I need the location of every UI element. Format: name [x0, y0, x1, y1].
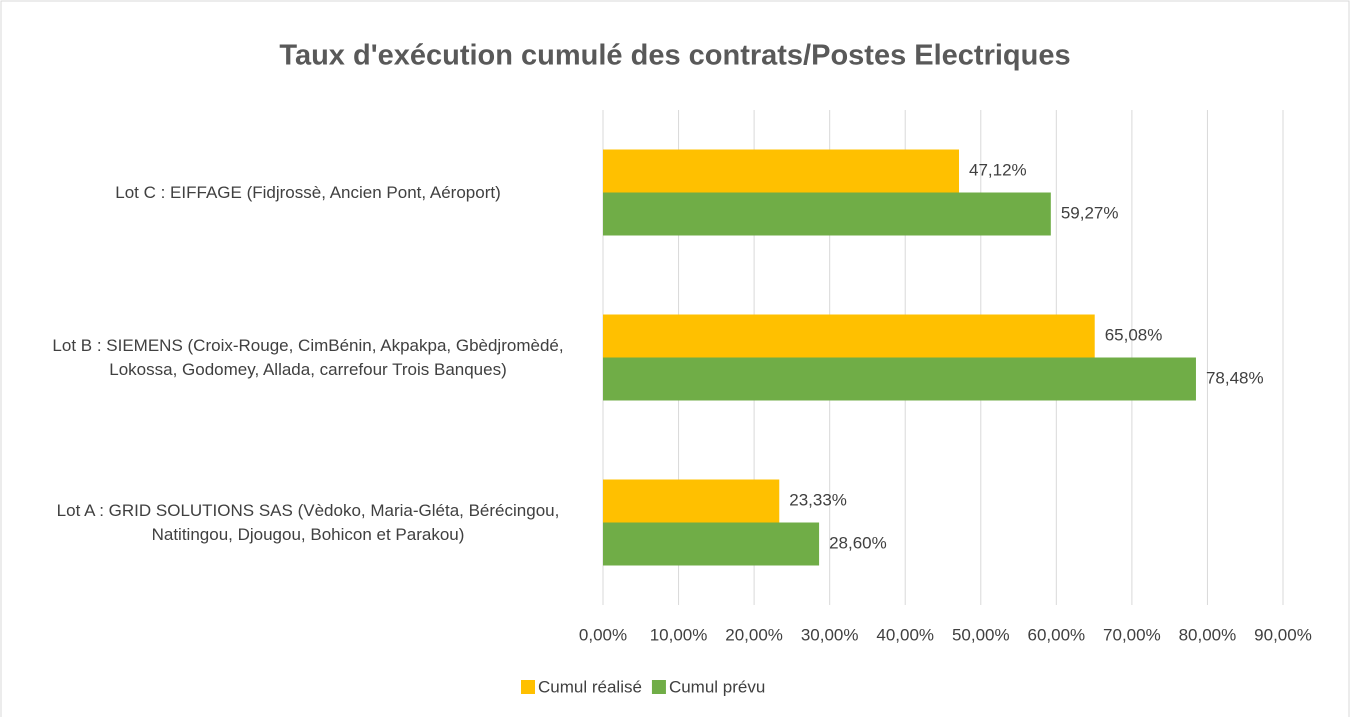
- x-tick-label: 20,00%: [725, 625, 783, 644]
- bar: [603, 522, 820, 566]
- y-tick-label: Lot B : SIEMENS (Croix-Rouge, CimBénin, …: [52, 335, 564, 379]
- chart-title: Taux d'exécution cumulé des contrats/Pos…: [279, 40, 1070, 72]
- legend-swatch: [521, 680, 535, 694]
- bar: [603, 149, 960, 193]
- bar: [603, 479, 780, 523]
- data-label: 28,60%: [829, 533, 887, 552]
- x-tick-label: 60,00%: [1027, 625, 1085, 644]
- data-label: 47,12%: [969, 160, 1027, 179]
- x-tick-label: 80,00%: [1179, 625, 1237, 644]
- x-tick-label: 40,00%: [876, 625, 934, 644]
- x-tick-label: 70,00%: [1103, 625, 1161, 644]
- x-tick-label: 90,00%: [1254, 625, 1312, 644]
- legend-swatch: [651, 680, 666, 694]
- data-label: 78,48%: [1206, 368, 1264, 387]
- x-tick-label: 50,00%: [952, 625, 1010, 644]
- data-label: 65,08%: [1105, 325, 1163, 344]
- data-label: 59,27%: [1061, 203, 1119, 222]
- y-tick-label: Lot C : EIFFAGE (Fidjrossè, Ancien Pont,…: [115, 182, 501, 202]
- x-tick-label: 10,00%: [650, 625, 708, 644]
- legend-label: Cumul réalisé: [538, 677, 642, 696]
- y-tick-label: Lot A : GRID SOLUTIONS SAS (Vèdoko, Mari…: [56, 500, 560, 544]
- data-label: 23,33%: [789, 490, 847, 509]
- x-tick-label: 30,00%: [801, 625, 859, 644]
- bar: [603, 357, 1196, 401]
- legend-label: Cumul prévu: [669, 677, 765, 696]
- x-tick-label: 0,00%: [579, 625, 627, 644]
- bar: [603, 314, 1095, 358]
- bar: [603, 192, 1051, 236]
